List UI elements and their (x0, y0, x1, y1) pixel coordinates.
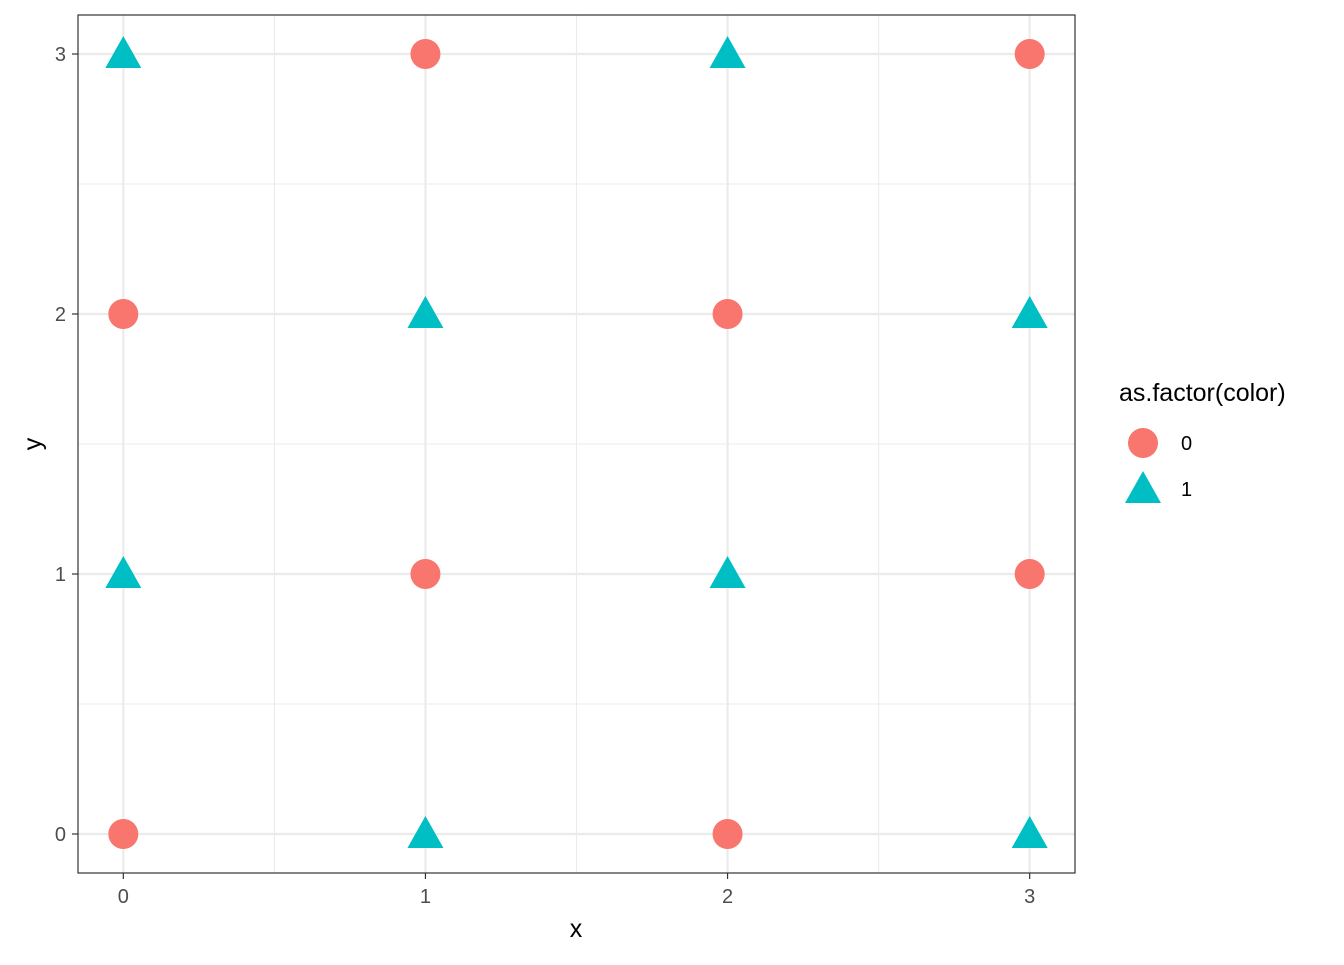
point-series-1 (709, 36, 746, 68)
point-series-0 (1014, 39, 1045, 69)
point-series-1 (407, 816, 444, 848)
legend-title: as.factor(color) (1119, 379, 1286, 407)
legend-label-1: 1 (1181, 479, 1192, 501)
point-series-1 (709, 556, 746, 588)
legend: as.factor(color) 0 1 (1119, 379, 1286, 503)
point-series-1 (105, 36, 142, 68)
point-series-1 (105, 556, 142, 588)
points-layer (105, 36, 1048, 849)
point-series-1 (1011, 816, 1048, 848)
point-series-0 (712, 299, 743, 329)
point-series-1 (1011, 296, 1048, 328)
point-series-0 (108, 299, 139, 329)
y-tick-label: 0 (55, 824, 66, 846)
y-tick-label: 3 (55, 44, 66, 66)
legend-label-0: 0 (1181, 433, 1192, 455)
grid-layer (78, 15, 1075, 873)
legend-key-0 (1128, 428, 1158, 458)
x-tick-label: 0 (118, 886, 129, 908)
point-series-0 (712, 819, 743, 849)
y-tick-label: 1 (55, 564, 66, 586)
axis-layer: 0 1 2 3 0 1 2 3 (55, 44, 1035, 908)
y-tick-label: 2 (55, 304, 66, 326)
x-tick-label: 2 (722, 886, 733, 908)
point-series-0 (410, 559, 441, 589)
x-tick-label: 1 (420, 886, 431, 908)
x-axis-title: x (570, 915, 583, 943)
point-series-0 (410, 39, 441, 69)
x-tick-label: 3 (1024, 886, 1035, 908)
point-series-0 (108, 819, 139, 849)
plot-border (77, 14, 1076, 874)
legend-key-1 (1125, 471, 1161, 503)
point-series-1 (407, 296, 444, 328)
y-axis-title: y (19, 437, 47, 450)
point-series-0 (1014, 559, 1045, 589)
